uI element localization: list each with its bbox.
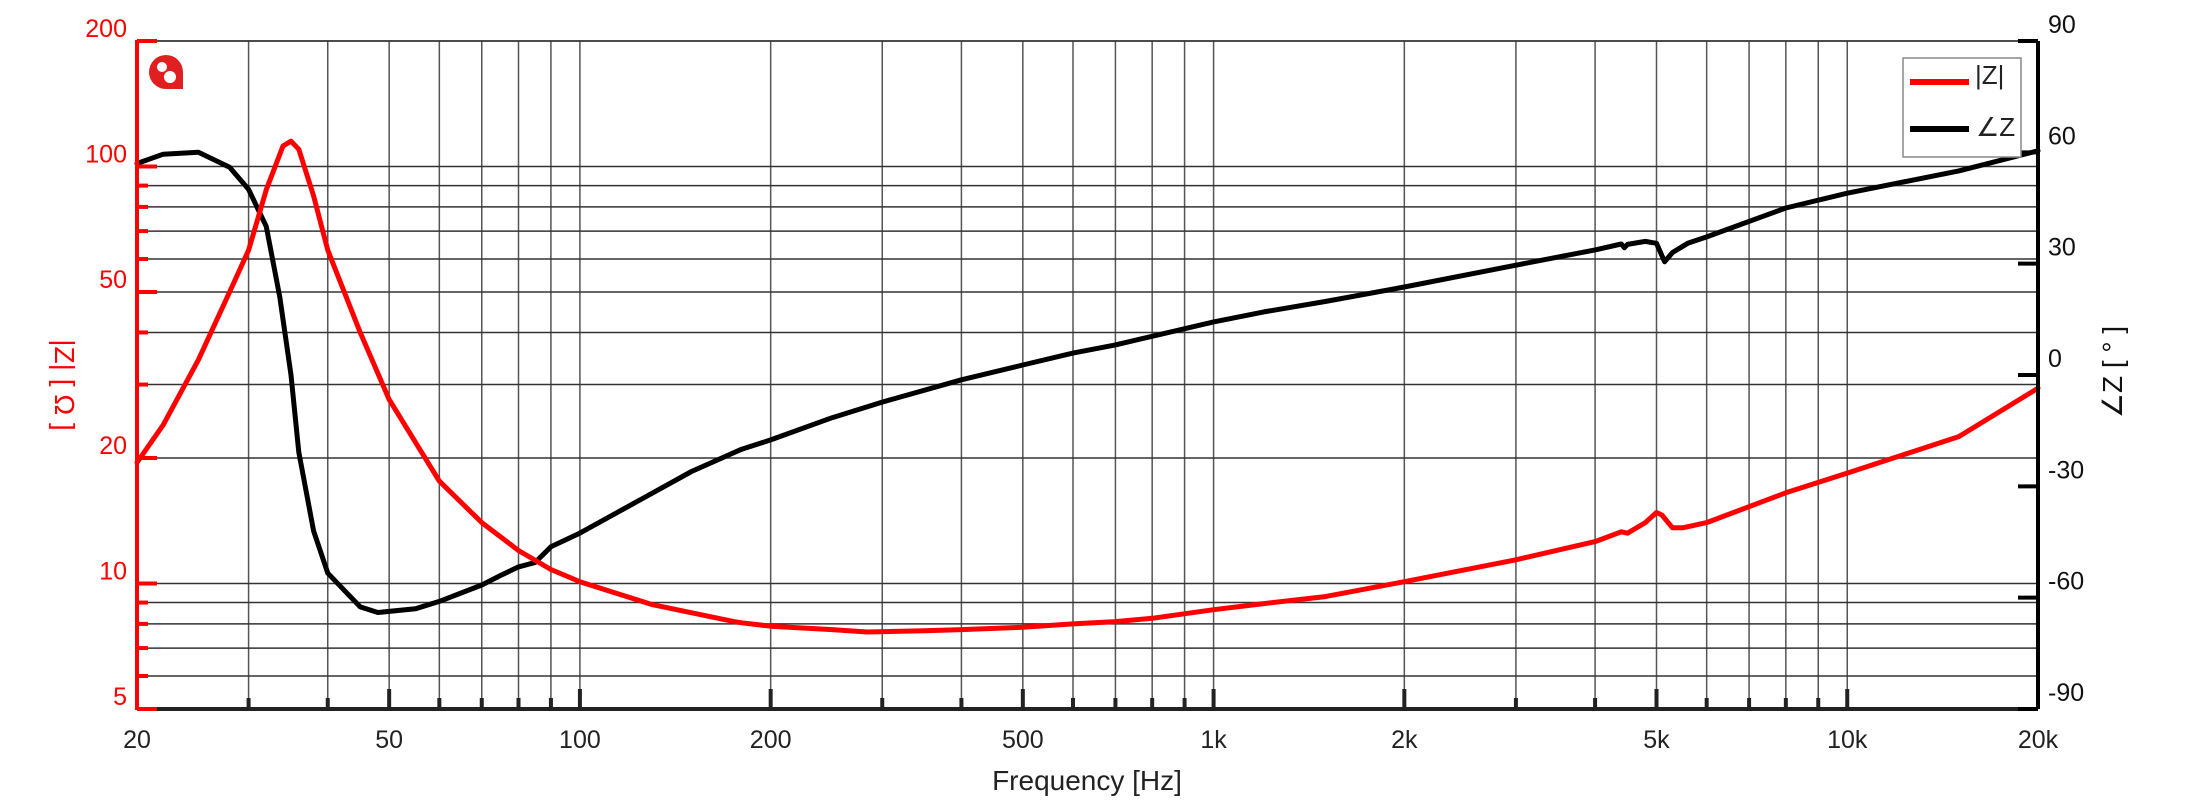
- y2-tick-label: -60: [2048, 568, 2084, 596]
- x-tick-label: 20k: [2018, 726, 2059, 754]
- y-axis-tick-labels: 5 10 20 50 100 200: [85, 15, 127, 711]
- x-tick-label: 5k: [1643, 726, 1670, 754]
- x-axis-title: Frequency [Hz]: [992, 765, 1182, 796]
- vertical-gridlines: [247, 41, 1848, 709]
- y-tick-label: 100: [85, 141, 127, 169]
- y-tick-label: 50: [99, 266, 127, 294]
- x-tick-label: 20: [123, 726, 151, 754]
- x-tick-label: 100: [559, 726, 601, 754]
- phase-curve: [134, 148, 2041, 615]
- legend-box: [1902, 57, 2022, 158]
- x-tick-label: 500: [1002, 726, 1044, 754]
- legend-label-magnitude: |Z|: [1975, 60, 2004, 90]
- y2-tick-label: -30: [2048, 456, 2084, 484]
- y2-tick-label: 60: [2048, 122, 2076, 150]
- x-tick-label: 1k: [1200, 726, 1227, 754]
- plot-series: [134, 138, 2041, 635]
- y-tick-label: 10: [99, 557, 127, 585]
- y2-axis-title: ∠Z [ ° ]: [2097, 326, 2128, 418]
- y2-tick-label: 0: [2048, 345, 2062, 373]
- axes: [135, 39, 2040, 711]
- y2-axis-tick-labels: -90 -60 -30 0 30 60 90: [2048, 11, 2084, 707]
- legend: |Z| ∠Z: [1902, 57, 2022, 158]
- x-tick-label: 10k: [1827, 726, 1868, 754]
- x-axis-tick-labels: 20 50 100 200 500 1k 2k 5k 10k 20k: [123, 726, 2059, 754]
- x-tick-label: 2k: [1391, 726, 1418, 754]
- x-tick-label: 50: [375, 726, 403, 754]
- legend-label-phase: ∠Z: [1976, 112, 2015, 142]
- y2-tick-label: -90: [2048, 679, 2084, 707]
- y-axis-title: |Z| [ Ω ]: [49, 339, 80, 430]
- y2-tick-label: 90: [2048, 11, 2076, 39]
- y-tick-label: 20: [99, 432, 127, 460]
- x-tick-label: 200: [750, 726, 792, 754]
- magnitude-curve: [134, 138, 2041, 635]
- y-tick-label: 5: [113, 683, 127, 711]
- y2-tick-label: 30: [2048, 234, 2076, 262]
- horizontal-gridlines: [137, 40, 2038, 677]
- y-tick-label: 200: [85, 15, 127, 43]
- brand-logo-icon: [149, 55, 183, 89]
